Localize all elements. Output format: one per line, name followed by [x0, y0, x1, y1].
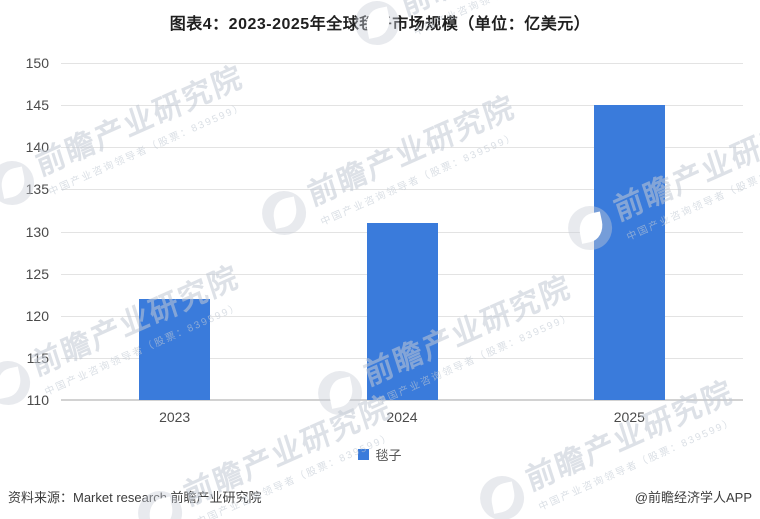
x-axis-tick-label: 2025	[613, 409, 645, 425]
x-axis-tick-label: 2023	[159, 409, 191, 425]
credit-note: @前瞻经济学人APP	[634, 490, 752, 505]
y-axis-tick-label: 135	[25, 181, 49, 198]
qianzhan-logo-icon	[473, 469, 532, 519]
x-axis-tick-label: 2024	[386, 409, 418, 425]
x-axis-line	[61, 399, 743, 401]
legend: 毯子	[0, 445, 760, 464]
legend-label: 毯子	[375, 448, 402, 463]
y-axis-tick-label: 115	[26, 349, 49, 366]
gridline	[61, 147, 743, 149]
y-axis-tick-label: 125	[25, 265, 49, 282]
bar-2024	[366, 223, 438, 400]
gridline	[61, 105, 743, 107]
source-note: 资料来源：Market research 前瞻产业研究院	[8, 490, 262, 505]
y-axis-tick-label: 110	[26, 392, 49, 408]
chart-title: 图表4：2023-2025年全球毯子市场规模（单位：亿美元）	[169, 16, 591, 33]
bar-2023	[139, 298, 211, 400]
gridline	[61, 63, 743, 64]
y-axis-tick-label: 130	[25, 223, 49, 240]
x-axis-labels: 2023 2024 2025	[61, 409, 743, 429]
y-axis-tick-label: 120	[25, 307, 49, 324]
bar-2025	[593, 105, 665, 400]
legend-swatch-icon	[358, 449, 370, 460]
y-axis-labels: 110 115 120 125 130 135 140 145 150	[0, 55, 55, 408]
y-axis-tick-label: 150	[25, 55, 49, 71]
gridline	[61, 189, 743, 191]
y-axis-tick-label: 140	[25, 139, 49, 156]
plot-area	[61, 63, 743, 401]
y-axis-tick-label: 145	[25, 97, 49, 114]
